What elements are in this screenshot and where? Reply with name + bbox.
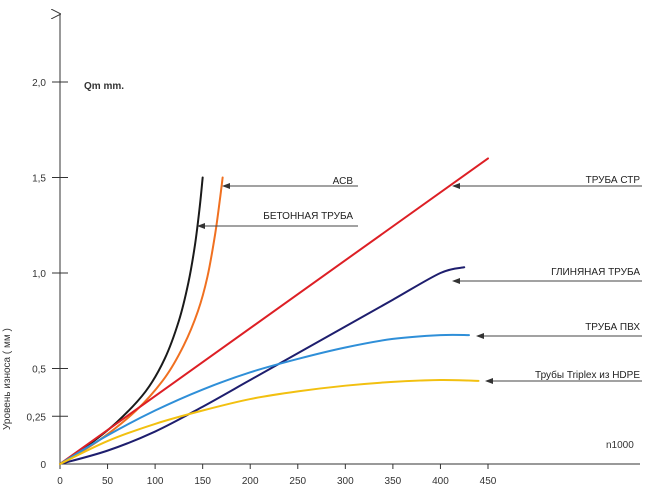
- y-tick-label: 1,0: [32, 269, 46, 280]
- series-line-2: [59, 157, 489, 465]
- x-tick-label: 250: [289, 476, 306, 486]
- y-tick-label: 0,25: [27, 412, 47, 423]
- x-tick-label: 450: [480, 476, 497, 486]
- y-axis-title: Уровень износа ( мм ): [2, 328, 13, 430]
- x-tick-label: 300: [337, 476, 354, 486]
- x-tick-label: 150: [194, 476, 211, 486]
- callout-label: ТРУБА ПВХ: [585, 322, 640, 333]
- series-lines: [59, 157, 489, 465]
- callout-arrowhead: [452, 183, 460, 189]
- callout-arrowhead: [476, 333, 484, 339]
- callout-label: ТРУБА СТР: [586, 175, 641, 186]
- x-tick-label: 50: [102, 476, 114, 486]
- callout-label: Трубы Triplex из HDPE: [535, 369, 640, 381]
- callout-label: ГЛИНЯНАЯ ТРУБА: [551, 267, 640, 278]
- series-line-3: [59, 266, 466, 465]
- callouts: АСВ БЕТОННАЯ ТРУБА ТРУБА СТР ГЛИНЯНАЯ ТРУБА…: [197, 175, 642, 384]
- x-tick-label: 350: [385, 476, 402, 486]
- callout-arrowhead: [222, 183, 230, 189]
- callout-arrowhead: [197, 223, 205, 229]
- x-tick-label: 200: [242, 476, 259, 486]
- y-tick-label: 0: [40, 460, 46, 471]
- x-tick-label: 100: [147, 476, 164, 486]
- x-tick-label: 0: [57, 476, 63, 486]
- ticks: 0 50 100 150 200 250 300 350 400 450 0 0,25 0,5 1,0 1,…: [27, 78, 497, 486]
- y-tick-label: 1,5: [32, 174, 46, 185]
- callout-arrowhead: [485, 378, 493, 384]
- series-line-5: [59, 378, 480, 465]
- axes: [60, 14, 640, 465]
- callout-arrowhead: [452, 278, 460, 284]
- callout-label: АСВ: [333, 176, 354, 187]
- y-unit-label: Qm mm.: [84, 81, 124, 92]
- x-unit-label: n1000: [606, 440, 634, 451]
- y-tick-label: 2,0: [32, 78, 46, 89]
- callout-label: БЕТОННАЯ ТРУБА: [263, 211, 353, 222]
- series-line-0: [59, 176, 204, 465]
- series-line-1: [59, 176, 224, 465]
- x-tick-label: 400: [432, 476, 449, 486]
- y-tick-label: 0,5: [32, 365, 46, 376]
- series-line-4: [59, 333, 470, 465]
